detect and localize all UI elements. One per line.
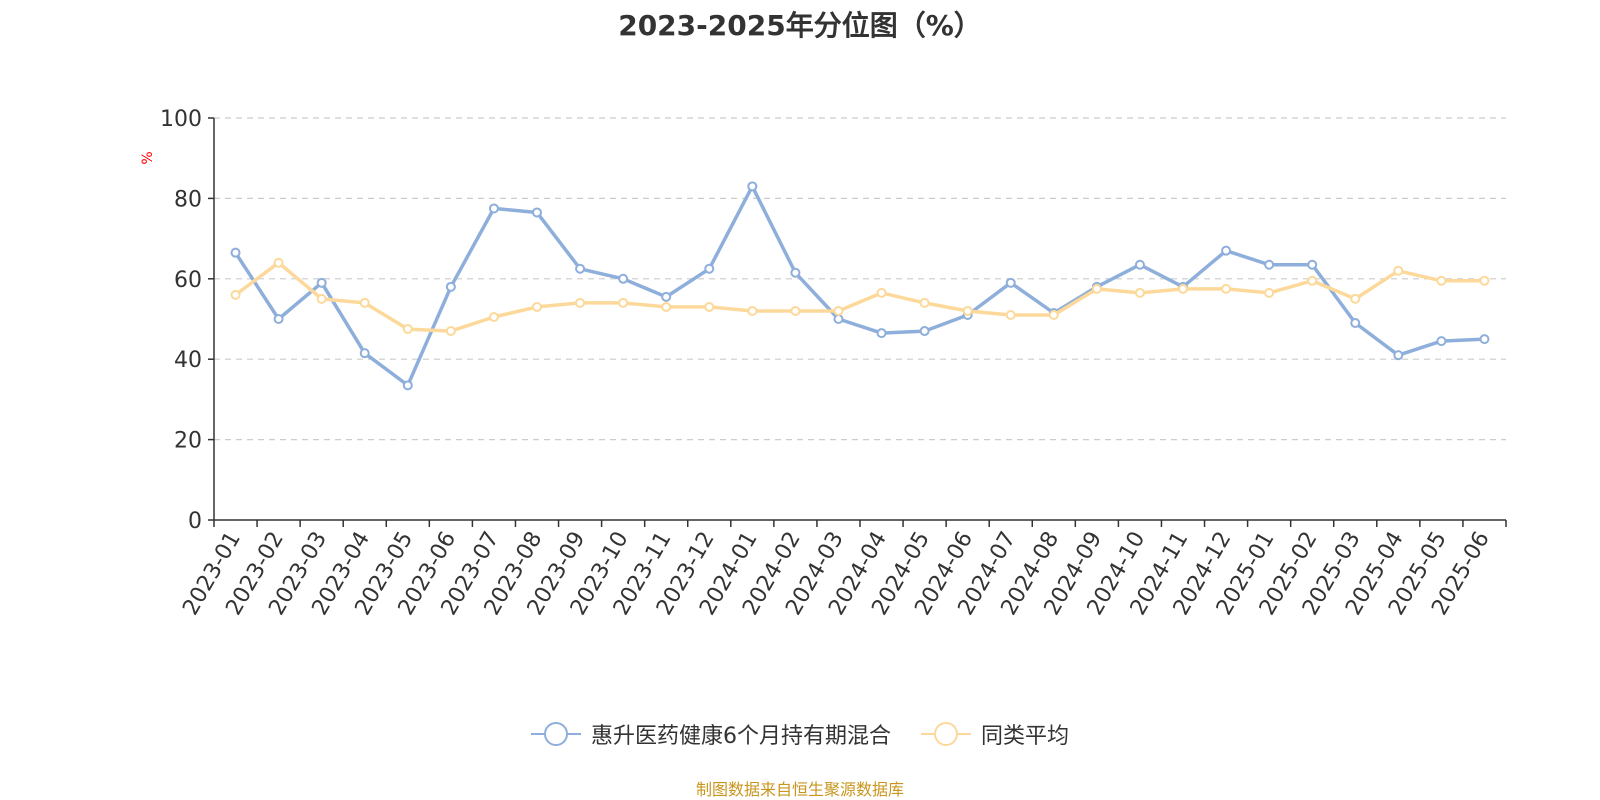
data-point[interactable] [273,257,284,268]
data-point[interactable] [359,348,370,359]
y-tick-label: 80 [174,187,202,212]
data-point[interactable] [790,267,801,278]
chart-title: 2023-2025年分位图（%） [618,9,982,42]
series-line [233,260,1487,333]
data-point[interactable] [1221,245,1232,256]
legend-marker-average-icon [920,722,971,746]
data-point[interactable] [1436,275,1447,286]
data-point[interactable] [1436,336,1447,347]
data-point[interactable] [1350,293,1361,304]
data-point[interactable] [359,297,370,308]
legend-item-average[interactable]: 同类平均 [920,718,1069,750]
data-point[interactable] [1134,287,1145,298]
data-point[interactable] [618,297,629,308]
series-lines [230,181,1490,391]
legend-label-fund: 惠升医药健康6个月持有期混合 [590,724,891,749]
data-point[interactable] [532,207,542,218]
data-point[interactable] [704,263,715,274]
data-source-note: 制图数据来自恒生聚源数据库 [695,780,904,799]
data-point[interactable] [876,287,887,298]
data-point[interactable] [230,247,241,258]
data-point[interactable] [1393,265,1404,276]
y-tick-label: 100 [160,107,202,132]
y-tick-label: 20 [174,429,202,454]
series-line [233,184,1487,388]
axes: 0204060801002023-012023-022023-032023-04… [160,107,1507,620]
data-point[interactable] [316,293,327,304]
data-point[interactable] [1178,283,1188,294]
legend-label-average: 同类平均 [980,724,1069,749]
y-tick-label: 60 [174,268,202,293]
data-point[interactable] [747,305,758,316]
series-1 [230,257,1490,337]
data-point[interactable] [273,314,284,324]
data-point[interactable] [1091,283,1102,294]
data-point[interactable] [1005,277,1016,288]
data-point[interactable] [1005,309,1016,320]
data-point[interactable] [230,289,241,300]
data-point[interactable] [445,326,456,337]
data-point[interactable] [1479,334,1490,345]
data-point[interactable] [962,305,973,316]
data-point[interactable] [833,314,844,324]
data-point[interactable] [1307,259,1318,270]
data-point[interactable] [919,326,930,337]
data-point[interactable] [704,301,715,312]
data-point[interactable] [1393,350,1404,361]
data-point[interactable] [402,324,413,335]
data-point[interactable] [1350,318,1361,329]
y-tick-label: 0 [188,509,202,534]
legend-marker-fund-icon [530,722,581,746]
data-point[interactable] [488,311,499,322]
data-point[interactable] [488,203,499,214]
data-point[interactable] [575,263,586,274]
data-point[interactable] [618,273,629,284]
legend-item-fund[interactable]: 惠升医药健康6个月持有期混合 [530,718,891,750]
data-point[interactable] [747,181,758,192]
data-point[interactable] [445,281,456,292]
data-point[interactable] [1307,275,1318,286]
data-point[interactable] [790,305,801,316]
data-point[interactable] [876,328,887,339]
data-point[interactable] [919,297,930,308]
data-point[interactable] [1048,309,1059,320]
data-point[interactable] [661,301,672,312]
data-point[interactable] [316,277,327,288]
legend: 惠升医药健康6个月持有期混合 同类平均 [0,718,1600,750]
data-point[interactable] [833,305,844,316]
series-0 [230,181,1490,391]
data-point[interactable] [1264,259,1275,270]
y-tick-label: 40 [174,348,202,373]
data-point[interactable] [1134,259,1145,270]
data-point[interactable] [402,380,413,391]
data-point[interactable] [1264,287,1275,298]
data-point[interactable] [1221,283,1232,294]
data-point[interactable] [532,301,542,312]
data-point[interactable] [1479,275,1490,286]
y-axis-unit-label: % [140,151,156,164]
data-point[interactable] [575,297,586,308]
data-point[interactable] [661,291,672,302]
